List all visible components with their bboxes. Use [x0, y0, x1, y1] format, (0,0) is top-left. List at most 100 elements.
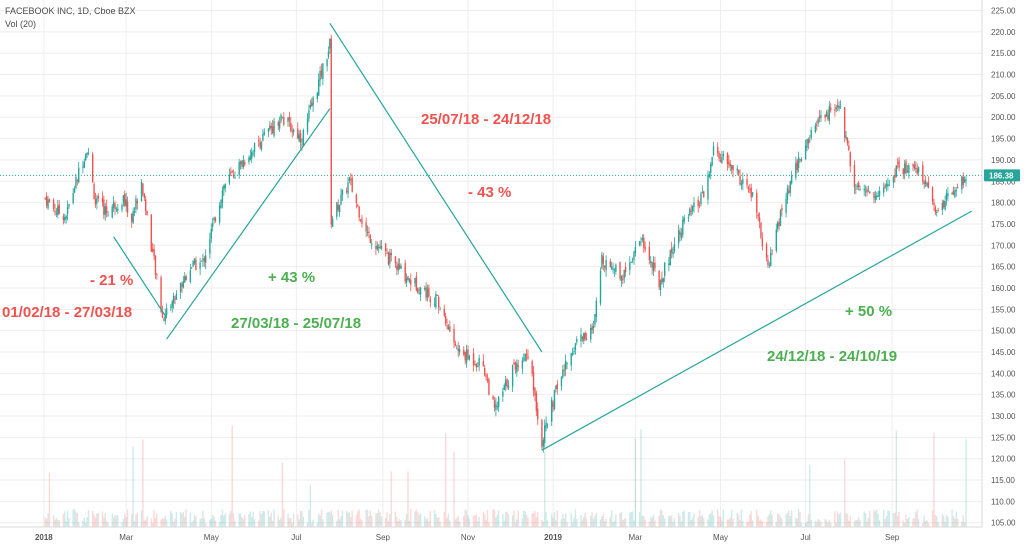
volume-bar	[394, 511, 397, 527]
volume-bar	[179, 511, 182, 527]
candle-body	[859, 189, 861, 191]
volume-bar	[570, 513, 572, 527]
candle-body	[742, 179, 744, 184]
volume-bar	[742, 521, 744, 527]
volume-bar	[101, 511, 104, 527]
volume-bar	[863, 511, 865, 527]
price-tick-label: 165.00	[991, 263, 1016, 272]
volume-bar	[651, 516, 653, 527]
volume-bar	[668, 515, 670, 527]
candle-body	[105, 206, 108, 213]
volume-bar	[496, 514, 498, 527]
volume-bar	[523, 510, 525, 527]
candle-body	[623, 269, 625, 279]
volume-bar	[662, 515, 664, 527]
volume-bar	[574, 509, 577, 527]
candle-body	[924, 180, 927, 184]
volume-bar	[643, 516, 645, 527]
volume-bar	[377, 509, 380, 527]
volume-bar	[682, 511, 684, 527]
candle-body	[954, 190, 956, 197]
candle-body	[44, 197, 46, 199]
volume-bar	[125, 517, 127, 527]
volume-bar	[351, 510, 353, 527]
candle-body	[775, 229, 778, 251]
candle-body	[662, 278, 664, 282]
volume-bar	[683, 510, 685, 527]
candle-body	[806, 139, 808, 148]
candle-body	[262, 133, 264, 141]
candle-body	[767, 259, 769, 265]
volume-bar	[856, 519, 858, 527]
candle-body	[78, 167, 80, 183]
candle-body	[404, 263, 406, 282]
volume-bar	[301, 511, 303, 527]
volume-bar	[199, 518, 201, 527]
volume-bar	[846, 513, 849, 527]
candle-body	[563, 369, 565, 371]
volume-bar	[252, 511, 254, 527]
volume-bar	[228, 513, 231, 527]
volume-bar	[739, 519, 741, 527]
candle-body	[121, 204, 123, 210]
candle-body	[492, 395, 494, 400]
candle-body	[350, 179, 352, 181]
volume-bar	[648, 521, 651, 527]
candle-body	[223, 185, 225, 190]
candle-body	[663, 262, 666, 276]
volume-bar	[347, 512, 349, 527]
time-tick-label: Jul	[291, 533, 301, 542]
volume-bar	[96, 513, 98, 527]
volume-bar	[730, 509, 733, 527]
volume-bar	[143, 520, 146, 527]
price-axis[interactable]: 105.00 110.00 115.00 120.00 125.00 130.00 135.…	[991, 7, 1016, 528]
candle-body	[624, 266, 627, 273]
candle-body	[269, 125, 271, 130]
candle-body	[384, 243, 387, 252]
volume-bar	[965, 439, 967, 527]
volume-bar	[390, 471, 392, 527]
volume-bar	[613, 520, 616, 527]
volume-bar	[703, 518, 705, 527]
candle-body	[94, 199, 97, 205]
candle-body	[297, 128, 299, 139]
volume-bar	[44, 516, 46, 527]
volume-bar	[717, 509, 719, 527]
volume-bar	[417, 512, 419, 527]
volume-bar	[672, 522, 674, 527]
volume-bar	[283, 509, 285, 527]
volume-bar	[883, 509, 885, 527]
candle-body	[885, 183, 888, 187]
volume-bar	[55, 518, 58, 527]
candle-body	[143, 193, 146, 198]
time-axis[interactable]: 2018 Mar May Jul Sep Nov 2019 Mar May Jul Sep	[35, 533, 900, 542]
candle-body	[47, 199, 49, 209]
volume-bar	[76, 513, 79, 527]
volume-bar	[584, 513, 586, 527]
volume-bar	[838, 514, 840, 527]
candle-body	[601, 254, 603, 269]
time-tick-label: Nov	[461, 533, 475, 542]
volume-bar	[876, 509, 878, 527]
volume-bar	[677, 512, 680, 527]
volume-bar	[277, 515, 279, 527]
volume-bar	[424, 516, 426, 527]
volume-bar	[663, 518, 666, 527]
volume-bar	[453, 451, 455, 527]
candle-body	[475, 363, 478, 368]
volume-bar	[728, 519, 730, 527]
volume-bar	[136, 512, 139, 527]
candles	[44, 34, 967, 453]
candle-body	[122, 195, 125, 203]
volume-bar	[915, 512, 917, 527]
volume-bar	[443, 511, 445, 527]
candle-body	[140, 181, 143, 202]
candle-body	[340, 194, 342, 205]
candle-body	[485, 375, 487, 378]
volume-bar	[658, 515, 660, 527]
candle-body	[182, 281, 185, 288]
volume-bar	[408, 520, 411, 527]
candle-body	[482, 360, 485, 367]
